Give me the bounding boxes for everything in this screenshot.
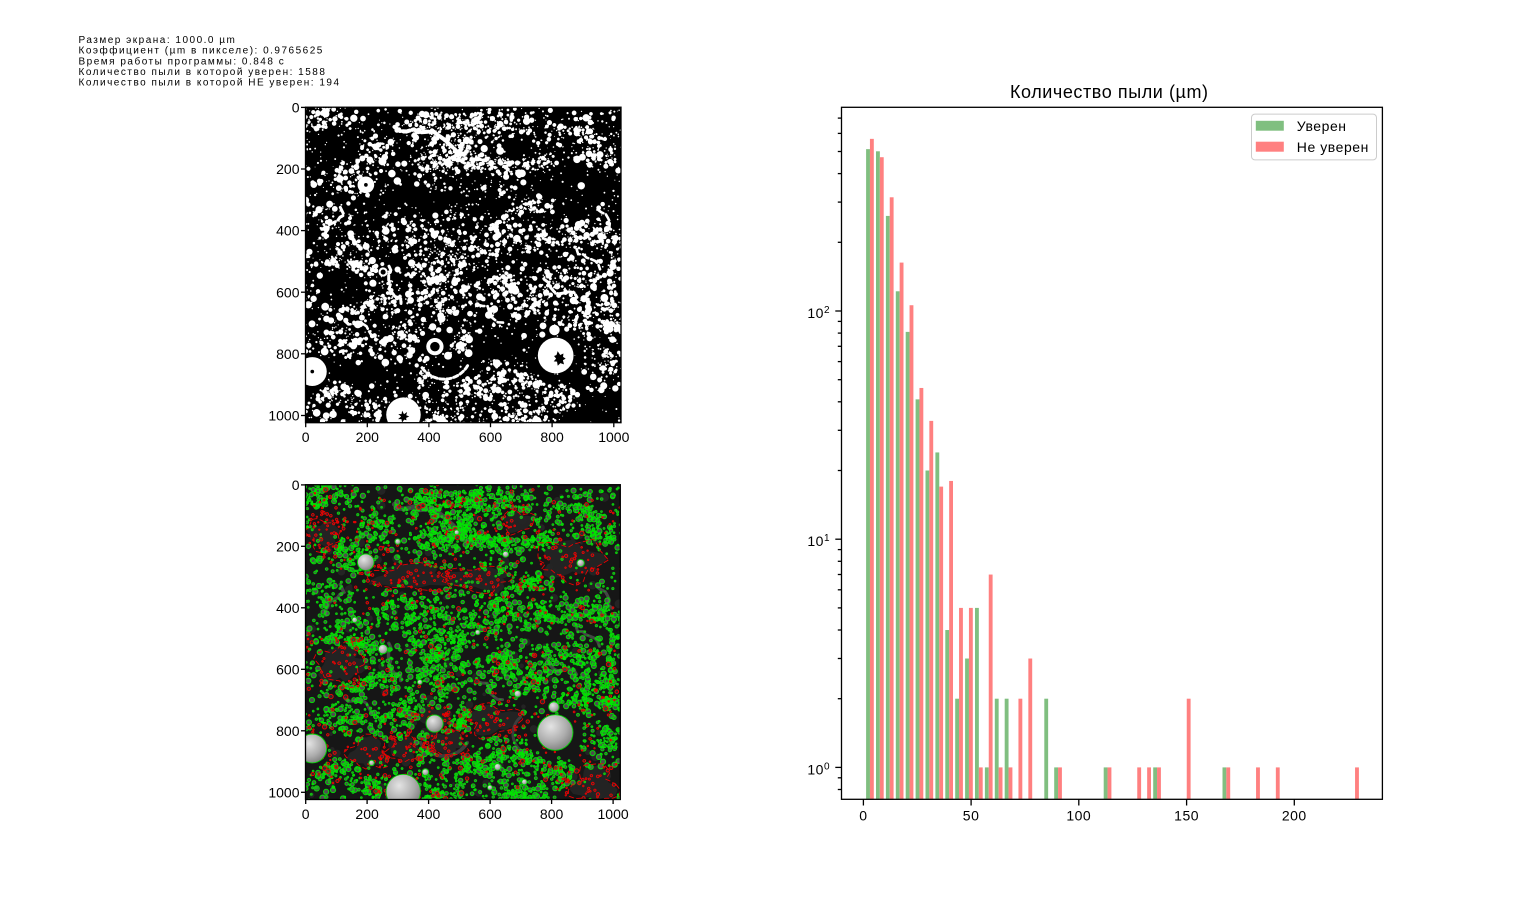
svg-text:1000: 1000 bbox=[598, 806, 629, 822]
svg-text:600: 600 bbox=[276, 661, 300, 677]
svg-text:50: 50 bbox=[963, 808, 980, 824]
svg-text:0: 0 bbox=[302, 806, 310, 822]
svg-text:1000: 1000 bbox=[268, 408, 299, 424]
svg-text:200: 200 bbox=[1282, 808, 1307, 824]
svg-text:0: 0 bbox=[292, 477, 300, 493]
svg-text:200: 200 bbox=[355, 806, 379, 822]
svg-text:800: 800 bbox=[276, 723, 300, 739]
svg-text:600: 600 bbox=[479, 429, 503, 445]
svg-text:Количество пыли в которой НЕ у: Количество пыли в которой НЕ уверен: 194 bbox=[79, 78, 341, 89]
svg-text:Коэффициент (µm в пикселе): 0.: Коэффициент (µm в пикселе): 0.9765625 bbox=[79, 45, 324, 57]
svg-text:200: 200 bbox=[276, 161, 300, 177]
svg-text:150: 150 bbox=[1174, 808, 1199, 824]
svg-text:0: 0 bbox=[302, 429, 310, 445]
svg-text:600: 600 bbox=[478, 806, 502, 822]
svg-text:Размер экрана: 1000.0 µm: Размер экрана: 1000.0 µm bbox=[79, 35, 237, 46]
svg-text:400: 400 bbox=[417, 806, 441, 822]
svg-text:Количество пыли в которой увер: Количество пыли в которой уверен: 1588 bbox=[79, 67, 327, 78]
svg-text:800: 800 bbox=[540, 806, 564, 822]
svg-text:0: 0 bbox=[859, 808, 867, 824]
svg-text:Не уверен: Не уверен bbox=[1297, 139, 1369, 155]
svg-text:1000: 1000 bbox=[268, 784, 299, 800]
svg-text:800: 800 bbox=[276, 346, 300, 362]
svg-text:1000: 1000 bbox=[598, 429, 629, 445]
svg-text:200: 200 bbox=[276, 538, 300, 554]
svg-text:400: 400 bbox=[276, 600, 300, 616]
svg-text:Время работы программы: 0.848: Время работы программы: 0.848 с bbox=[79, 55, 286, 67]
svg-text:0: 0 bbox=[292, 100, 300, 116]
svg-text:Количество пыли (µm): Количество пыли (µm) bbox=[1010, 82, 1209, 102]
svg-text:400: 400 bbox=[276, 223, 300, 239]
svg-text:800: 800 bbox=[540, 429, 564, 445]
svg-text:600: 600 bbox=[276, 284, 300, 300]
svg-text:400: 400 bbox=[417, 429, 441, 445]
svg-text:200: 200 bbox=[356, 429, 380, 445]
svg-text:100: 100 bbox=[1066, 808, 1091, 824]
svg-text:Уверен: Уверен bbox=[1297, 118, 1347, 134]
